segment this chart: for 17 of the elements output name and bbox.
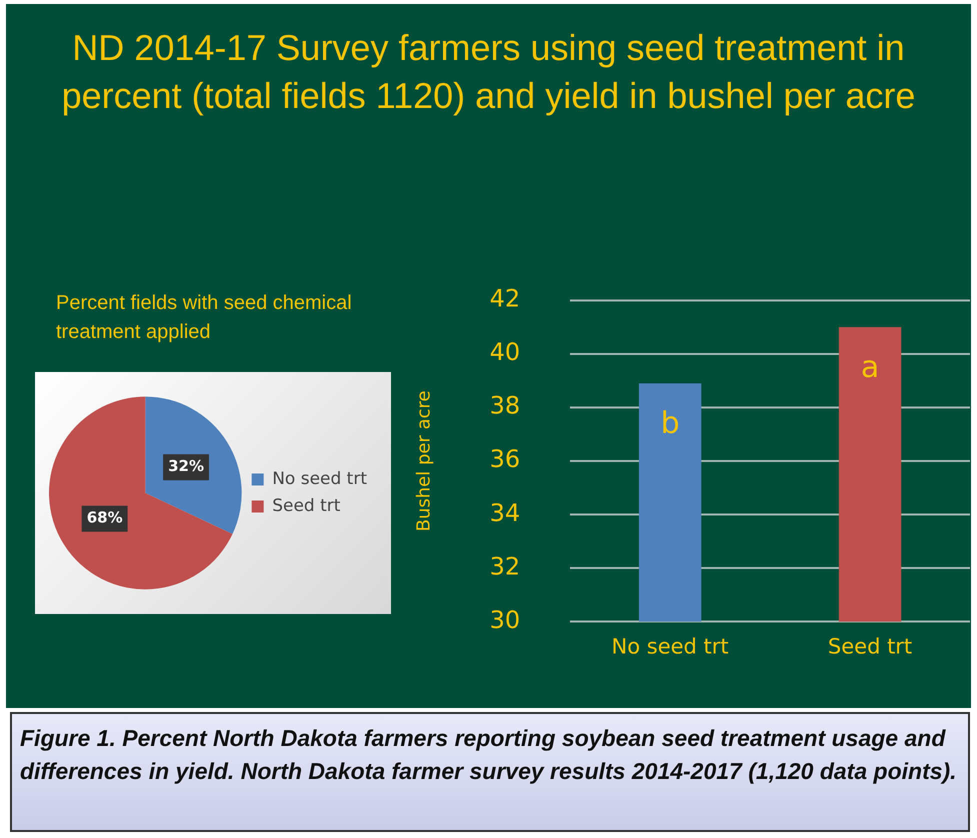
y-tick-label: 32 (490, 552, 520, 580)
y-tick-label: 40 (490, 338, 520, 366)
y-tick-label: 42 (490, 284, 520, 313)
chart-subtitle: Percent fields with seed chemical treatment applied (56, 291, 353, 345)
y-tick-label: 30 (490, 606, 520, 634)
y-tick-label: 36 (490, 445, 520, 474)
text: ND 2014-17 Survey farmers using seed treatment in percent (total fields 1120) and yield in bushel per acre (60, 26, 916, 118)
legend-label: Seed trt (272, 496, 341, 516)
annotation: a (860, 350, 880, 385)
caption: Figure 1. Percent North Dakota farmers reporting soybean seed treatment usage and differences in yield. North Dakota farmer survey results 2014-2017 (1,120 data points). (10, 712, 970, 832)
y-tick-label: 34 (490, 498, 520, 527)
legend-label: No seed trt (272, 468, 368, 489)
y-tick-label: 38 (490, 392, 520, 420)
annotation: b (660, 406, 680, 442)
data-label: 32% (168, 457, 204, 476)
data-label: 68% (86, 508, 123, 527)
y-axis-title: Bushel per acre (413, 390, 434, 532)
